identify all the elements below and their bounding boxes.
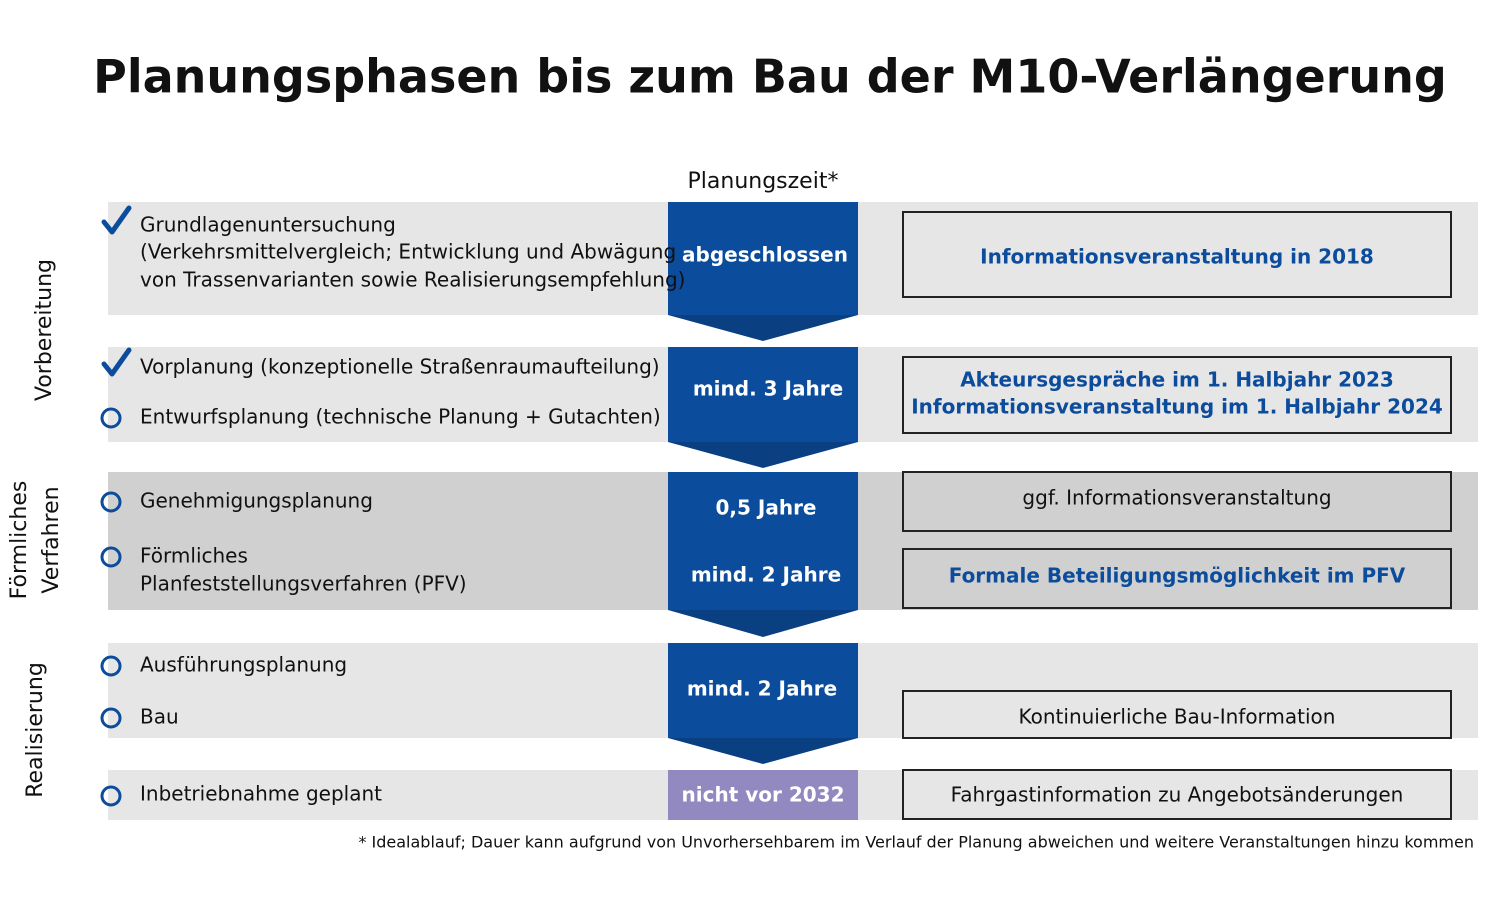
open-icon: [100, 546, 122, 568]
phase-label: Verfahren: [39, 486, 64, 593]
arrow: [668, 442, 858, 468]
duration: mind. 2 Jahre: [691, 563, 841, 587]
arrow: [668, 315, 858, 341]
info-box: [902, 690, 1452, 739]
check-icon: [101, 347, 132, 377]
info-box: [902, 356, 1452, 434]
arrow: [668, 610, 858, 637]
duration: 0,5 Jahre: [716, 496, 817, 520]
duration-bar: [668, 643, 858, 738]
arrow: [668, 738, 858, 764]
duration: mind. 3 Jahre: [693, 377, 843, 401]
info-text: Fahrgastinformation zu Angebotsänderunge…: [951, 783, 1404, 807]
info-text: Formale Beteiligungsmöglichkeit im PFV: [949, 564, 1406, 588]
phase-label: Realisierung: [23, 662, 48, 798]
open-icon: [100, 655, 122, 677]
open-icon: [100, 707, 122, 729]
open-icon: [100, 785, 122, 807]
footnote: * Idealablauf; Dauer kann aufgrund von U…: [358, 833, 1474, 852]
duration-bar: [668, 770, 858, 820]
duration: nicht vor 2032: [682, 783, 845, 807]
step-text: Förmliches: [140, 544, 248, 568]
step-text: Planfeststellungsverfahren (PFV): [140, 572, 467, 596]
step-text: Bau: [140, 705, 179, 729]
info-text: Kontinuierliche Bau-Information: [1019, 705, 1336, 729]
duration: mind. 2 Jahre: [687, 677, 837, 701]
step-text: Grundlagenuntersuchung: [140, 213, 396, 237]
info-box: [902, 769, 1452, 820]
info-text: Akteursgespräche im 1. Halbjahr 2023: [960, 368, 1394, 392]
step-text: Inbetriebnahme geplant: [140, 782, 382, 806]
open-icon: [100, 491, 122, 513]
check-icon: [101, 205, 132, 235]
info-text: Informationsveranstaltung im 1. Halbjahr…: [911, 395, 1443, 419]
phase-label: Vorbereitung: [32, 259, 57, 401]
duration-bar: [668, 202, 858, 315]
step-text: Vorplanung (konzeptionelle Straßenraumau…: [140, 355, 660, 379]
step-text: (Verkehrsmittelvergleich; Entwicklung un…: [140, 240, 676, 264]
title: Planungsphasen bis zum Bau der M10-Verlä…: [93, 50, 1447, 104]
duration-bar: [668, 347, 858, 442]
phase-label: Förmliches: [7, 481, 32, 600]
info-box: [902, 548, 1452, 609]
info-text: ggf. Informationsveranstaltung: [1022, 486, 1331, 510]
step-text: von Trassenvarianten sowie Realisierungs…: [140, 268, 685, 292]
step-text: Entwurfsplanung (technische Planung + Gu…: [140, 405, 661, 429]
info-box: [902, 471, 1452, 532]
info-text: Informationsveranstaltung in 2018: [980, 245, 1374, 269]
info-box: [902, 211, 1452, 298]
duration: abgeschlossen: [682, 243, 848, 267]
step-text: Ausführungsplanung: [140, 653, 347, 677]
duration-bar: [668, 472, 858, 610]
column-header: Planungszeit*: [688, 169, 839, 194]
step-text: Genehmigungsplanung: [140, 489, 373, 513]
open-icon: [100, 407, 122, 429]
